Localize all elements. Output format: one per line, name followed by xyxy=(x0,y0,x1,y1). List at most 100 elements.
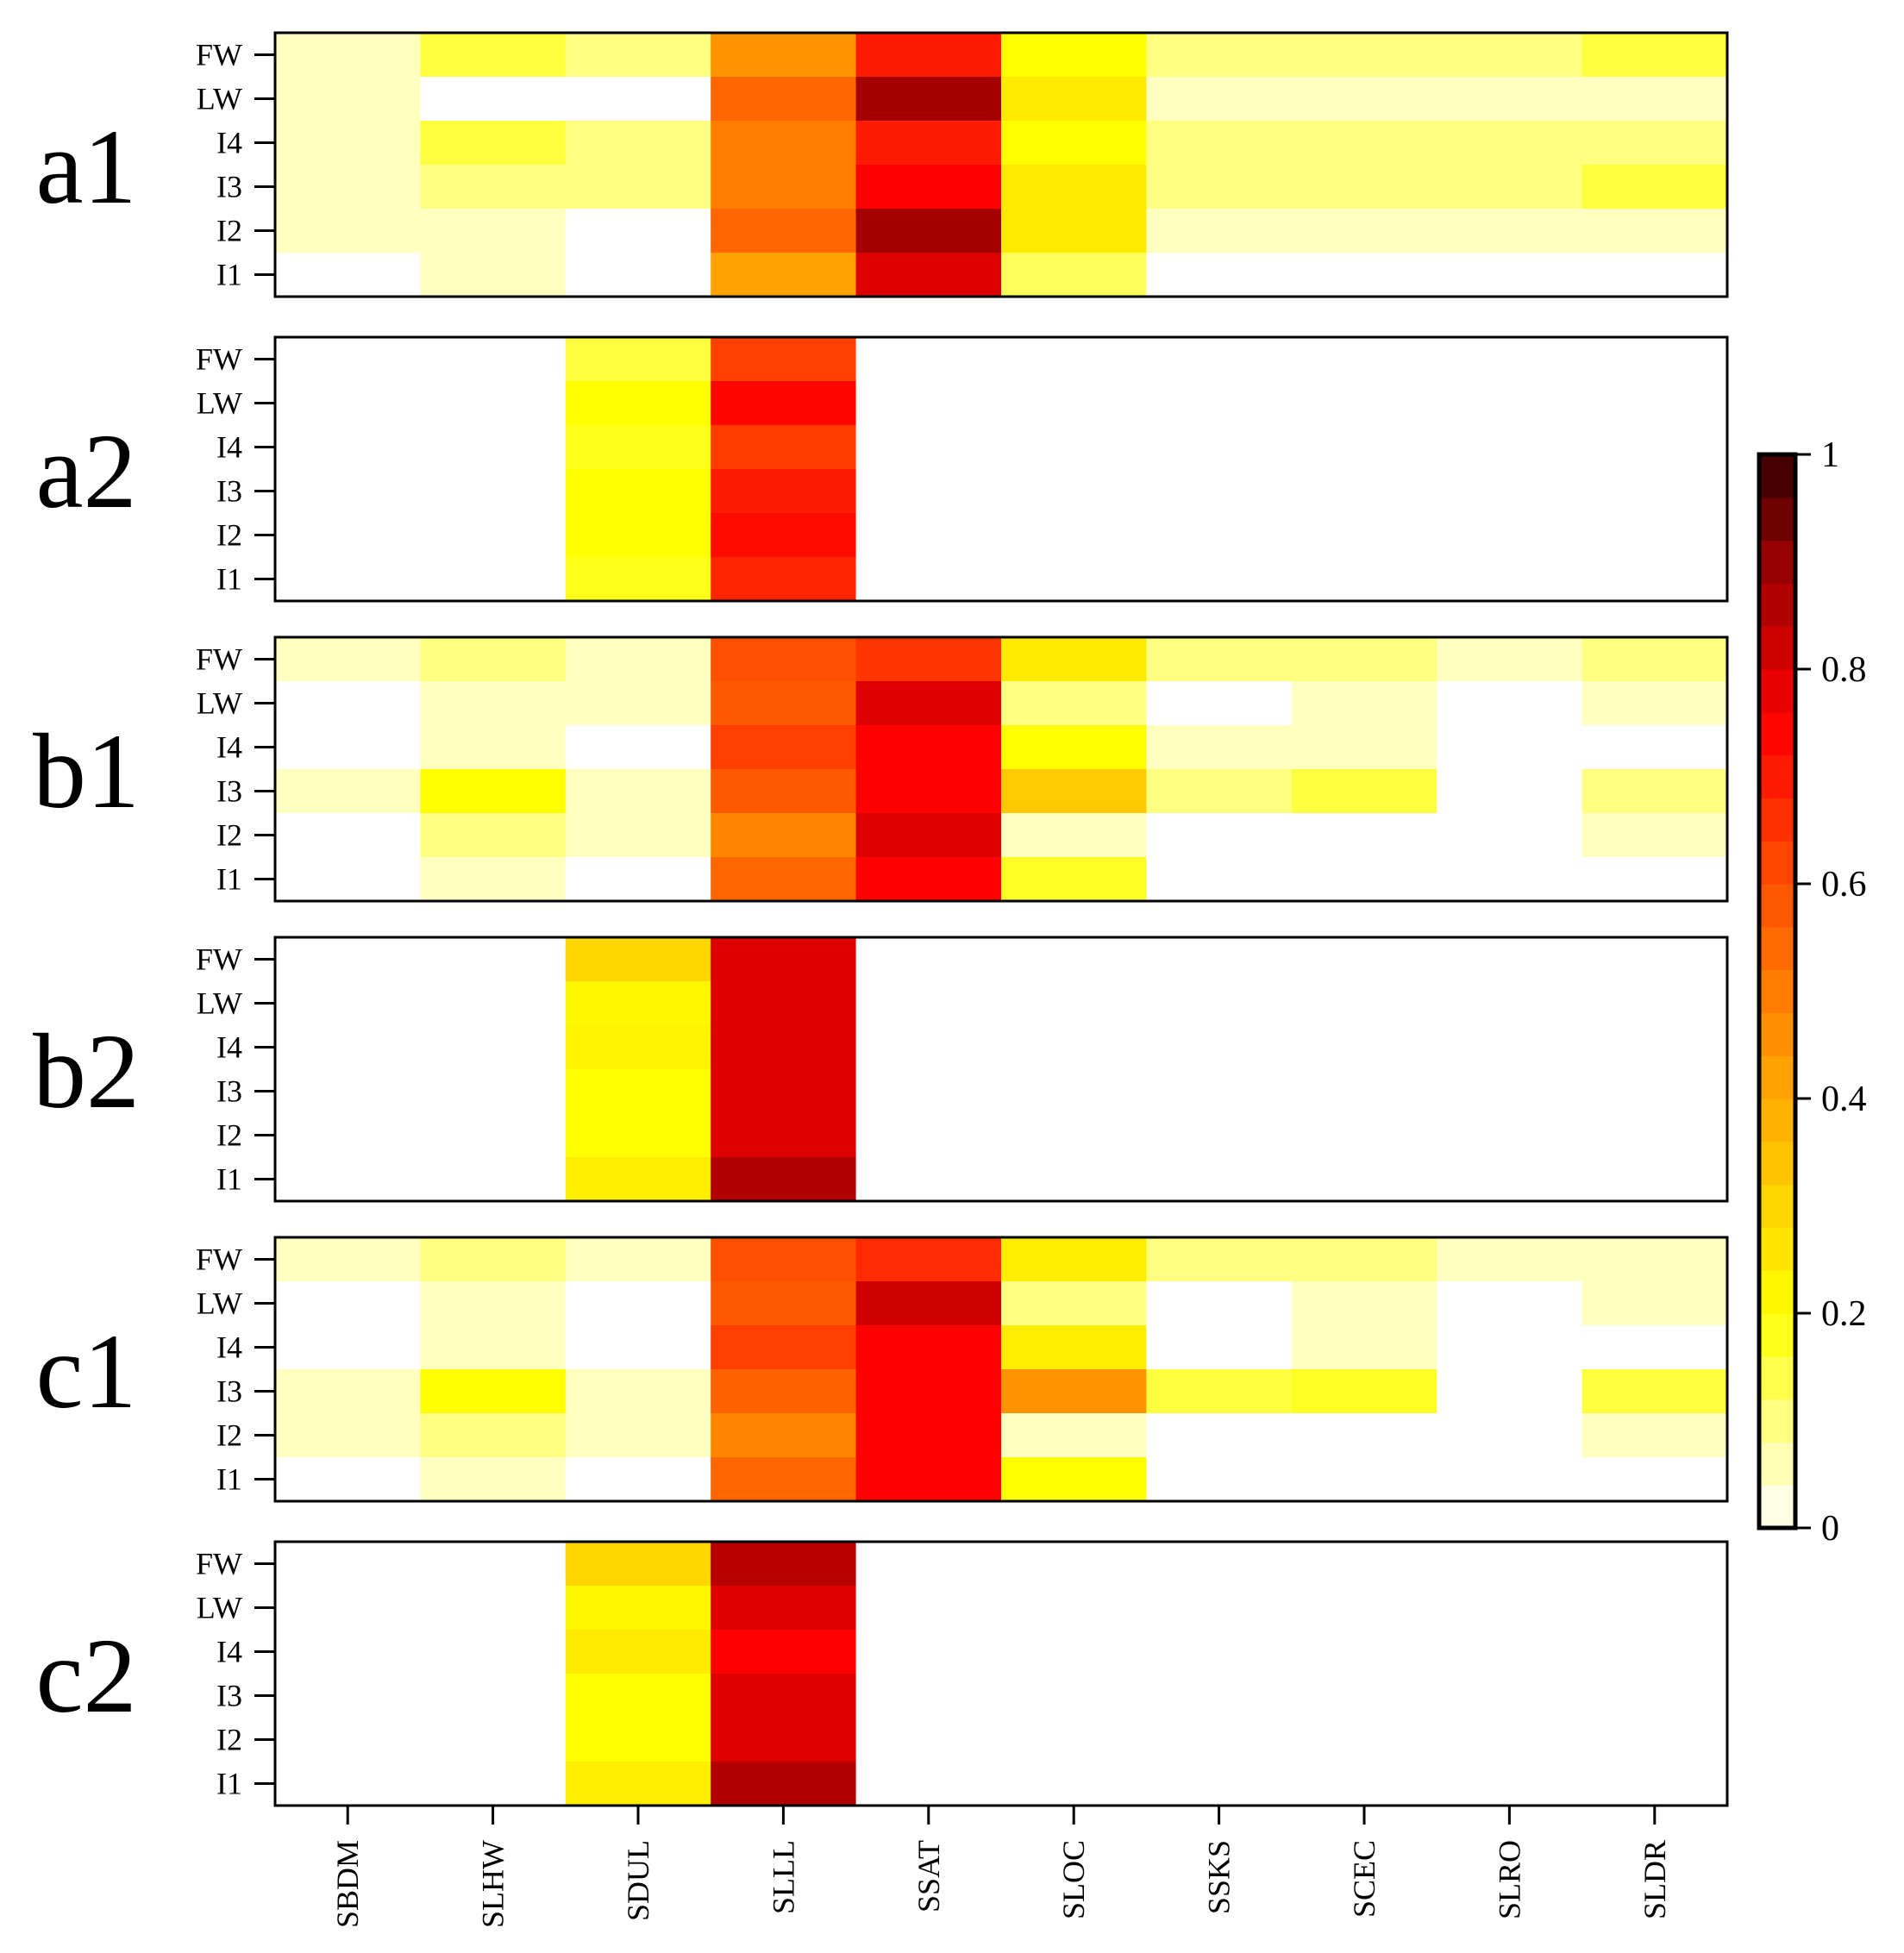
colorbar-step xyxy=(1759,798,1795,842)
y-tick-label: FW xyxy=(196,1243,242,1277)
colorbar-step xyxy=(1759,841,1795,885)
heatmap-cell xyxy=(420,1457,567,1502)
x-tick-label: SSKS xyxy=(1202,1840,1237,1914)
colorbar-step xyxy=(1759,1012,1795,1056)
heatmap-cell xyxy=(855,981,1002,1026)
colorbar-step xyxy=(1759,1270,1795,1314)
colorbar-step xyxy=(1759,1355,1795,1400)
heatmap-cell xyxy=(1146,381,1293,426)
heatmap-cell xyxy=(1291,1237,1437,1282)
heatmap-cell xyxy=(1146,637,1293,682)
heatmap-cell xyxy=(420,981,567,1026)
y-tick-label: I1 xyxy=(216,1462,242,1497)
heatmap-cell xyxy=(855,769,1002,814)
heatmap-cell xyxy=(420,1113,567,1158)
colorbar-step xyxy=(1759,583,1795,627)
heatmap-cell xyxy=(565,1237,711,1282)
heatmap-cell xyxy=(1001,725,1147,770)
heatmap-cell xyxy=(565,1069,711,1114)
heatmap-cell xyxy=(1437,1674,1583,1718)
heatmap-cell xyxy=(1437,1413,1583,1458)
heatmap-cell xyxy=(1437,1281,1583,1326)
heatmap-cell xyxy=(1146,1281,1293,1326)
x-tick-label: SCEC xyxy=(1347,1840,1381,1918)
heatmap-cell xyxy=(420,557,567,602)
colorbar-step xyxy=(1759,1184,1795,1228)
heatmap-cell xyxy=(1437,1369,1583,1414)
heatmap-cell xyxy=(1146,937,1293,982)
y-tick-label: FW xyxy=(196,642,242,677)
heatmap-cell xyxy=(565,121,711,166)
heatmap-cell xyxy=(565,1369,711,1414)
heatmap-cell xyxy=(565,557,711,602)
heatmap-cell xyxy=(1437,33,1583,78)
heatmap-cell xyxy=(855,1069,1002,1114)
heatmap-cell xyxy=(1146,513,1293,558)
heatmap-cell xyxy=(1291,381,1437,426)
heatmap-cell xyxy=(855,1369,1002,1414)
heatmap-cell xyxy=(275,1025,421,1070)
heatmap-cell xyxy=(1581,209,1728,254)
heatmap-cell xyxy=(275,1113,421,1158)
heatmap-cell xyxy=(855,253,1002,297)
panel-a1: FW LW I4 I3 I2 I1 a1 xyxy=(35,31,1729,298)
heatmap-cell xyxy=(1001,1542,1147,1587)
heatmap-cell xyxy=(420,681,567,726)
colorbar-frame xyxy=(1757,452,1798,1530)
panel-frame xyxy=(273,635,1729,903)
colorbar-step xyxy=(1759,454,1795,498)
heatmap-cell xyxy=(1437,253,1583,297)
x-axis: SBDM SLHW SDUL SLLL SSAT SLOC SSKS SCEC SLRO SLDR xyxy=(330,1806,1672,1928)
heatmap-cell xyxy=(275,769,421,814)
heatmap-cell xyxy=(1581,1157,1728,1202)
heatmap-cell xyxy=(420,1674,567,1718)
heatmap-cell xyxy=(711,1586,857,1631)
heatmap-cell xyxy=(275,813,421,858)
heatmap-cell xyxy=(420,121,567,166)
heatmap-cell xyxy=(1001,1325,1147,1370)
heatmap-cell xyxy=(420,1157,567,1202)
heatmap-cell xyxy=(711,1630,857,1674)
colorbar-step xyxy=(1759,669,1795,713)
heatmap-cell xyxy=(1437,637,1583,682)
heatmap-cell xyxy=(1581,1325,1728,1370)
heatmap-cell xyxy=(1146,1237,1293,1282)
heatmap-cell xyxy=(1146,1069,1293,1114)
heatmap-cell xyxy=(1001,637,1147,682)
heatmap-cell xyxy=(1437,1542,1583,1587)
heatmap-cell xyxy=(855,1281,1002,1326)
heatmap-cell xyxy=(1581,77,1728,122)
colorbar-step xyxy=(1759,969,1795,1013)
heatmap-cell xyxy=(275,637,421,682)
heatmap-cell xyxy=(275,1762,421,1806)
heatmap-cell xyxy=(1001,769,1147,814)
heatmap-cell xyxy=(1437,981,1583,1026)
heatmap-cell xyxy=(1291,1630,1437,1674)
heatmap-cell xyxy=(855,121,1002,166)
heatmap-cell xyxy=(1001,1157,1147,1202)
heatmap-cell xyxy=(420,725,567,770)
heatmap-cell xyxy=(275,1069,421,1114)
heatmap-cell xyxy=(711,1025,857,1070)
heatmap-cell xyxy=(855,1025,1002,1070)
heatmap-cell xyxy=(1581,165,1728,210)
heatmap-cell xyxy=(565,1113,711,1158)
heatmap-cell xyxy=(1291,1413,1437,1458)
colorbar-tick-label: 0.8 xyxy=(1821,650,1867,690)
heatmap-cell xyxy=(1146,1630,1293,1674)
heatmap-cell xyxy=(420,253,567,297)
colorbar-step xyxy=(1759,497,1795,541)
heatmap-cell xyxy=(565,381,711,426)
y-tick-label: I1 xyxy=(216,1767,242,1801)
heatmap-cell xyxy=(565,33,711,78)
heatmap-cell xyxy=(855,725,1002,770)
heatmap-cell xyxy=(1146,1718,1293,1762)
panel-frame xyxy=(273,1236,1729,1503)
x-tick-label: SDUL xyxy=(621,1840,655,1921)
colorbar-step xyxy=(1759,626,1795,670)
heatmap-cell xyxy=(420,1542,567,1587)
colorbar-step xyxy=(1759,1313,1795,1357)
heatmap-cell xyxy=(1001,513,1147,558)
heatmap-cell xyxy=(855,637,1002,682)
